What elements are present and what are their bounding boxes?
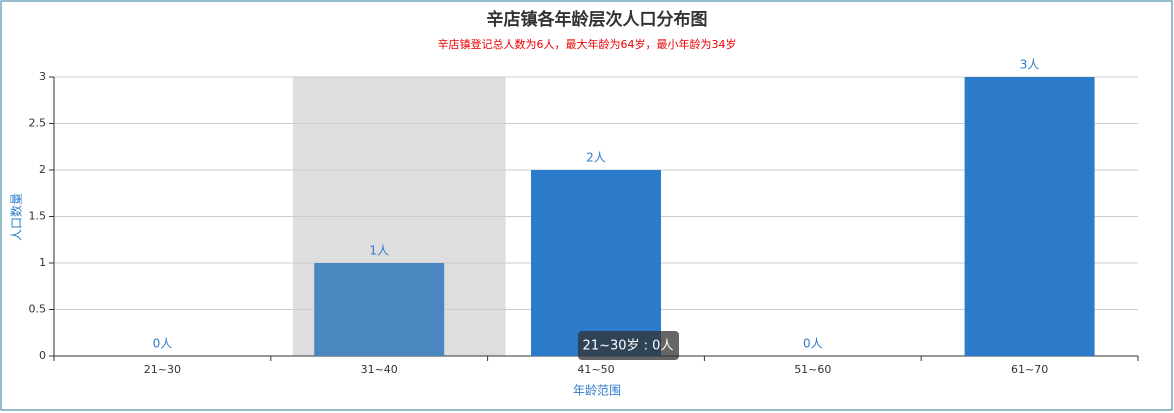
bar bbox=[531, 170, 661, 356]
bar bbox=[314, 263, 445, 356]
y-axis-title: 人口数量 bbox=[9, 193, 24, 241]
y-tick-label: 3 bbox=[39, 70, 46, 83]
x-tick-label: 21~30 bbox=[144, 363, 181, 376]
tooltip: 21~30岁 : 0人 bbox=[578, 331, 679, 360]
y-tick-label: 1 bbox=[39, 256, 46, 269]
bar bbox=[964, 77, 1095, 356]
tooltip-box bbox=[578, 331, 679, 360]
value-label: 1人 bbox=[369, 244, 389, 258]
value-label: 2人 bbox=[586, 151, 606, 165]
y-tick-label: 2 bbox=[39, 163, 46, 176]
y-tick-label: 1.5 bbox=[29, 210, 47, 223]
x-tick-label: 41~50 bbox=[577, 363, 614, 376]
chart-title: 辛店镇各年龄层次人口分布图 bbox=[487, 9, 708, 30]
chart-subtitle: 辛店镇登记总人数为6人，最大年龄为64岁，最小年龄为34岁 bbox=[438, 37, 737, 51]
x-tick-label: 31~40 bbox=[361, 363, 398, 376]
x-tick-label: 61~70 bbox=[1011, 363, 1048, 376]
y-tick-label: 2.5 bbox=[29, 117, 47, 130]
tooltip-text: 21~30岁 : 0人 bbox=[583, 339, 674, 354]
x-axis-title: 年龄范围 bbox=[573, 384, 621, 398]
x-tick-label: 51~60 bbox=[794, 363, 831, 376]
value-label: 0人 bbox=[153, 337, 173, 351]
value-label: 3人 bbox=[1020, 58, 1040, 72]
y-tick-label: 0.5 bbox=[29, 303, 47, 316]
value-label: 0人 bbox=[803, 337, 823, 351]
y-tick-label: 0 bbox=[39, 349, 46, 362]
